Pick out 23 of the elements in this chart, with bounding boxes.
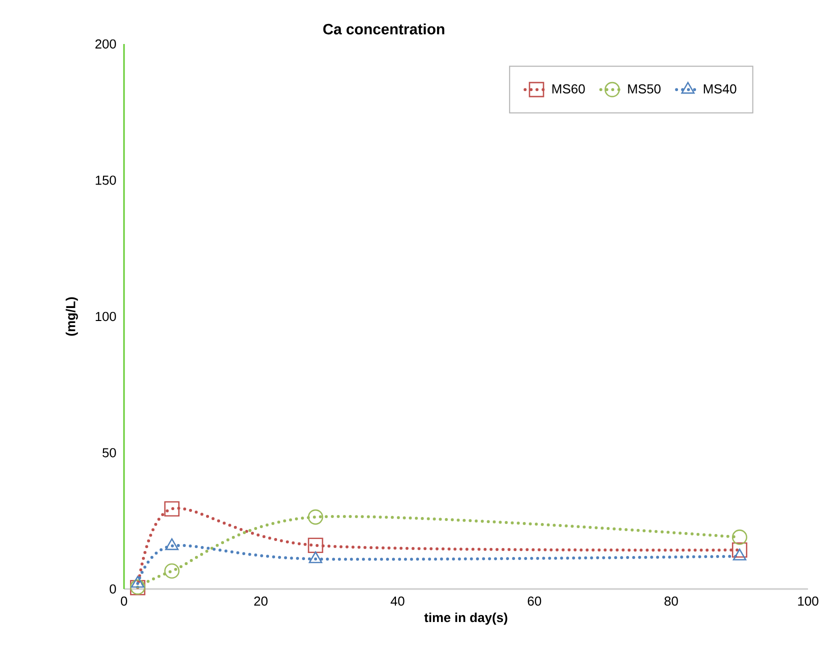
y-tick-label: 150 [96,176,116,185]
point [308,538,324,554]
legend-label: MS40 [704,84,736,94]
y-tick-label: 50 [102,448,116,458]
y-tick-label: 0 [110,584,116,594]
point [164,501,180,517]
x-tick-label: 60 [528,596,542,606]
legend-label: MS50 [628,84,661,94]
x-tick-label: 80 [664,596,678,606]
point [732,530,748,545]
x-axis-title: time in day(s) [424,612,508,625]
y-tick-label: 200 [95,39,116,49]
point [732,542,748,558]
point [308,509,324,525]
x-tick-label: 40 [390,596,404,606]
y-tick-label: 100 [96,312,116,322]
point [164,563,180,579]
chart-title: Ca concentration [323,23,444,34]
x-tick-label: 100 [798,596,818,606]
x-tick-label: 0 [120,596,128,606]
y-axis-title: (mg/L) [66,297,78,336]
x-tick-label: 20 [254,596,268,606]
legend-label: MS60 [552,84,585,94]
